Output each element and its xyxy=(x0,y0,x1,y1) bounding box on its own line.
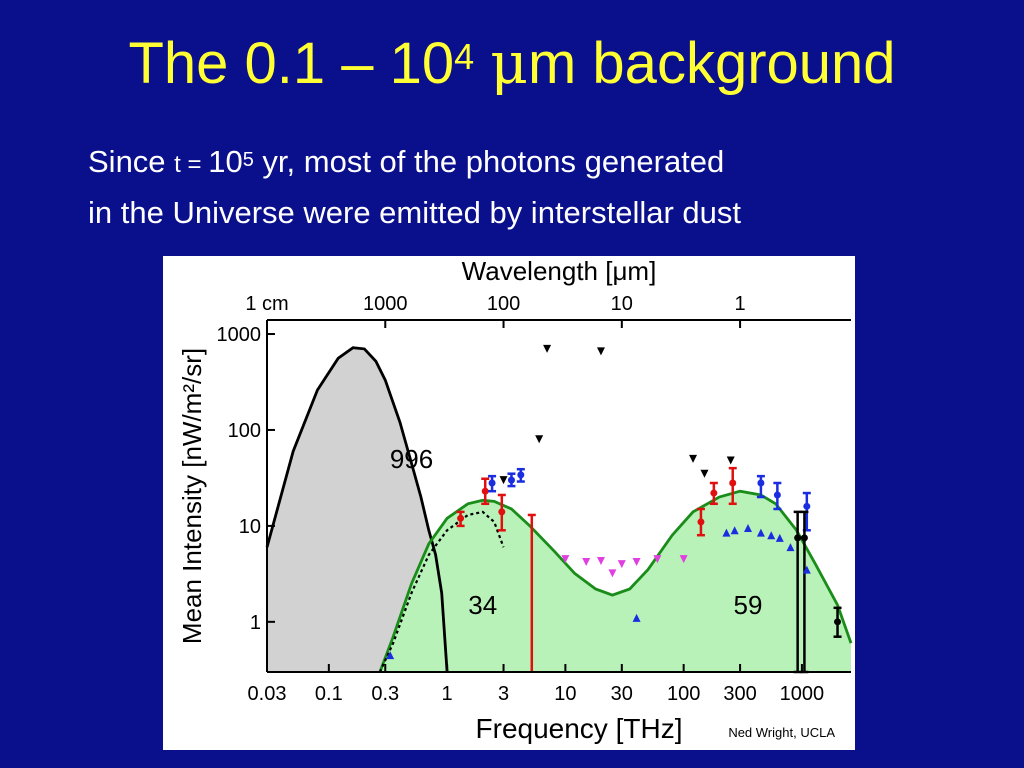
x-tick-label-5: 10 xyxy=(554,683,576,705)
red-point-3 xyxy=(697,518,705,526)
magenta-upper-limit-7 xyxy=(679,555,688,564)
red-point-1 xyxy=(481,487,489,495)
x-tick-label-7: 100 xyxy=(667,683,700,705)
series-fill-cib xyxy=(379,491,851,672)
y-axis-title: Mean Intensity [nW/m²/sr] xyxy=(177,348,207,644)
series-line-cmb xyxy=(265,346,449,673)
blue-lower-limit-5 xyxy=(756,528,765,537)
blue-point-5 xyxy=(803,502,811,510)
figure-panel: 996 34 59 0.03 0.1 0.3 1 3 10 30 100 300 1000 1 10 100 1… xyxy=(163,256,855,750)
subtitle-t: t = xyxy=(174,151,209,178)
subtitle-line-2: in the Universe were emitted by interste… xyxy=(88,195,742,230)
magenta-upper-limit-6 xyxy=(653,555,662,564)
magenta-upper-limit-5 xyxy=(632,558,641,567)
blue-lower-limit-6 xyxy=(767,531,776,540)
magenta-upper-limit-4 xyxy=(617,560,626,569)
black-upper-limit-1 xyxy=(596,347,605,356)
black-upper-limit-2 xyxy=(535,435,544,444)
slide-subtitle: Since t = 105 yr, most of the photons ge… xyxy=(88,138,968,237)
region-label-0: 996 xyxy=(390,444,433,474)
blue-point-3 xyxy=(757,479,765,487)
x-tick-label-3: 1 xyxy=(442,683,453,705)
title-mu: μ xyxy=(490,29,528,97)
region-label-1: 34 xyxy=(468,590,497,620)
region-label-2: 59 xyxy=(734,590,763,620)
top-tick-label-0: 1 cm xyxy=(245,293,288,315)
subtitle-part1: Since xyxy=(88,144,175,179)
x-tick-label-4: 3 xyxy=(498,683,509,705)
x-tick-label-9: 1000 xyxy=(780,683,825,705)
x-tick-label-2: 0.3 xyxy=(371,683,399,705)
red-point-4 xyxy=(710,489,718,497)
y-tick-label-0: 1 xyxy=(250,612,261,634)
x-tick-label-1: 0.1 xyxy=(315,683,343,705)
top-tick-label-1: 1000 xyxy=(363,293,408,315)
title-suffix: m background xyxy=(528,31,896,96)
x-tick-label-6: 30 xyxy=(611,683,633,705)
magenta-upper-limit-2 xyxy=(596,557,605,566)
black-point-0 xyxy=(834,618,842,626)
blue-point-0 xyxy=(488,479,496,487)
y-tick-label-3: 1000 xyxy=(217,324,262,346)
black-point-2 xyxy=(800,534,808,542)
black-upper-limit-4 xyxy=(689,454,698,463)
magenta-upper-limit-1 xyxy=(582,558,591,567)
subtitle-part3: yr, most of the photons generated xyxy=(253,144,725,179)
y-tick-label-1: 10 xyxy=(239,516,261,538)
blue-point-2 xyxy=(517,471,525,479)
x-axis-title: Frequency [THz] xyxy=(476,713,683,744)
x-tick-label-8: 300 xyxy=(723,683,756,705)
series-line-cib_dust_model xyxy=(378,510,505,673)
blue-point-1 xyxy=(507,476,515,484)
top-axis-title: Wavelength [μm] xyxy=(462,256,657,286)
y-tick-label-2: 100 xyxy=(228,420,261,442)
top-tick-label-2: 100 xyxy=(487,293,520,315)
blue-lower-limit-3 xyxy=(730,526,739,535)
blue-lower-limit-0 xyxy=(386,651,395,660)
background-spectrum-chart: 996 34 59 0.03 0.1 0.3 1 3 10 30 100 300 1000 1 10 100 1… xyxy=(177,256,853,744)
series-fill-cmb xyxy=(267,347,448,672)
slide-title: The 0.1 – 104 μm background xyxy=(0,28,1024,99)
blue-lower-limit-9 xyxy=(802,565,811,574)
x-tick-label-0: 0.03 xyxy=(248,683,287,705)
subtitle-line-1: Since t = 105 yr, most of the photons ge… xyxy=(88,138,968,189)
blue-lower-limit-4 xyxy=(743,524,752,533)
black-upper-limit-5 xyxy=(700,469,709,478)
title-prefix: The 0.1 – 10 xyxy=(128,31,455,96)
black-point-1 xyxy=(794,534,802,542)
black-upper-limit-3 xyxy=(499,476,508,485)
red-point-2 xyxy=(498,508,506,516)
series-line-cib xyxy=(378,489,853,673)
credit-label: Ned Wright, UCLA xyxy=(728,725,835,740)
top-tick-label-3: 10 xyxy=(611,293,633,315)
blue-lower-limit-8 xyxy=(786,543,795,552)
subtitle-exponent: 5 xyxy=(242,149,254,171)
black-upper-limit-6 xyxy=(726,456,735,465)
title-exponent: 4 xyxy=(454,36,475,77)
red-point-0 xyxy=(457,514,465,522)
top-tick-label-4: 1 xyxy=(735,293,746,315)
black-upper-limit-0 xyxy=(543,344,552,353)
subtitle-part2: 10 xyxy=(208,144,243,179)
magenta-upper-limit-3 xyxy=(608,569,617,578)
blue-lower-limit-7 xyxy=(775,533,784,542)
magenta-upper-limit-0 xyxy=(561,555,570,564)
red-point-5 xyxy=(729,479,737,487)
blue-lower-limit-1 xyxy=(632,613,641,622)
blue-lower-limit-2 xyxy=(722,528,731,537)
blue-point-4 xyxy=(773,491,781,499)
